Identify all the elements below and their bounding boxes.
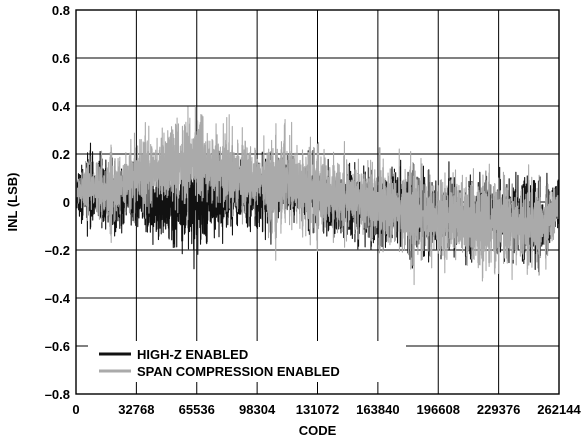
legend-background bbox=[88, 341, 406, 382]
x-tick-label: 229376 bbox=[477, 402, 520, 417]
y-tick-label: 0 bbox=[63, 195, 70, 210]
y-axis-ticks: –0.8 –0.6 –0.4 –0.2 0 0.2 0.4 0.6 0.8 bbox=[45, 3, 71, 402]
x-tick-label: 131072 bbox=[296, 402, 339, 417]
y-tick-label: –0.4 bbox=[45, 291, 71, 306]
x-tick-label: 0 bbox=[72, 402, 79, 417]
x-axis-ticks: 0 32768 65536 98304 131072 163840 196608 229376… bbox=[72, 402, 581, 417]
legend: HIGH-Z ENABLED SPAN COMPRESSION ENABLED bbox=[88, 341, 406, 382]
x-tick-label: 65536 bbox=[179, 402, 215, 417]
series-layer bbox=[76, 106, 559, 286]
x-tick-label: 196608 bbox=[417, 402, 460, 417]
y-tick-label: 0.8 bbox=[52, 3, 70, 18]
y-tick-label: –0.8 bbox=[45, 387, 70, 402]
plot-frame bbox=[75, 9, 560, 395]
y-tick-label: 0.6 bbox=[52, 51, 70, 66]
y-tick-label: –0.6 bbox=[45, 339, 70, 354]
y-tick-label: 0.2 bbox=[52, 147, 70, 162]
legend-label: HIGH-Z ENABLED bbox=[137, 347, 248, 362]
y-axis-label: INL (LSB) bbox=[5, 173, 20, 232]
x-tick-label: 262144 bbox=[537, 402, 581, 417]
y-tick-label: –0.2 bbox=[45, 243, 70, 258]
series-line-span-compression-enabled bbox=[76, 106, 559, 286]
x-axis-label: CODE bbox=[299, 423, 337, 438]
legend-label: SPAN COMPRESSION ENABLED bbox=[137, 364, 340, 379]
y-tick-label: 0.4 bbox=[52, 99, 71, 114]
x-tick-label: 163840 bbox=[356, 402, 399, 417]
x-tick-label: 98304 bbox=[239, 402, 276, 417]
x-tick-label: 32768 bbox=[118, 402, 154, 417]
